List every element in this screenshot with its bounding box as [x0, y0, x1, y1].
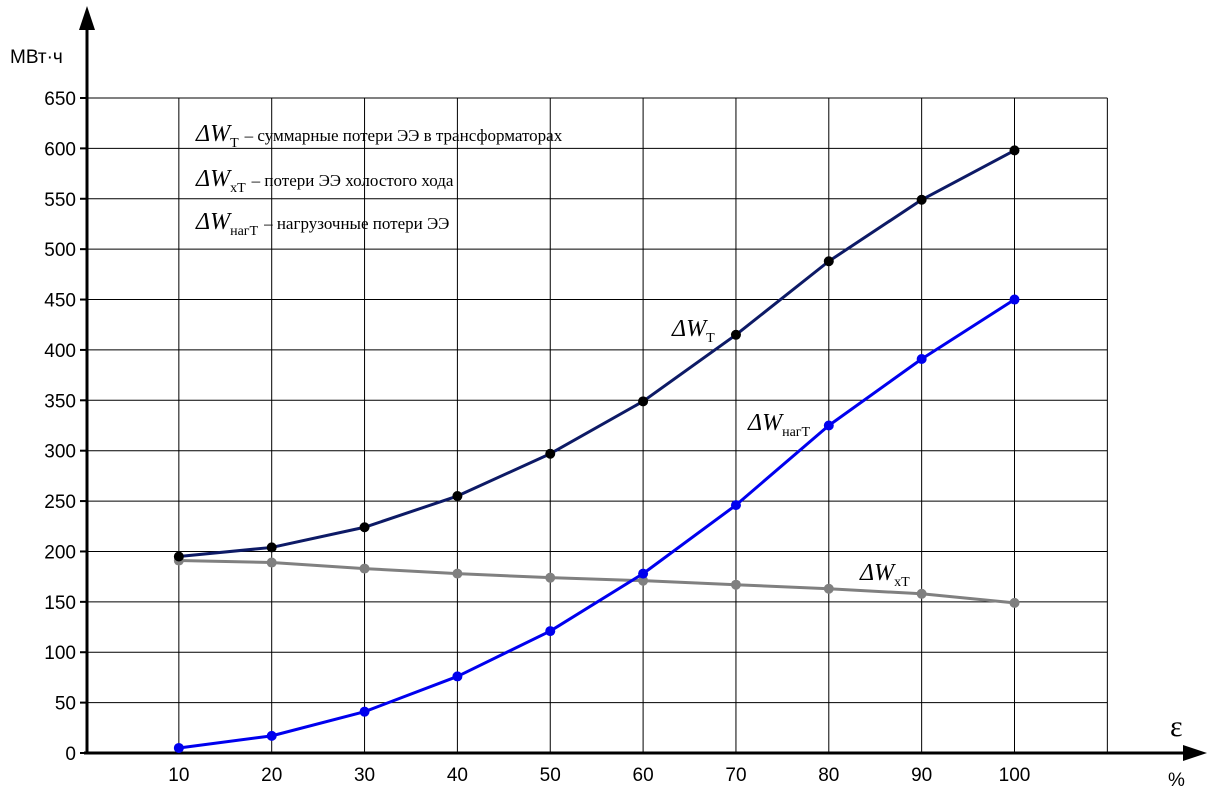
- label-load-losses-subscript: нагТ: [782, 425, 810, 440]
- y-tick-label: 250: [44, 492, 76, 513]
- x-tick-label: 60: [633, 765, 654, 786]
- label-no-load-losses: ΔWхТ: [859, 560, 910, 590]
- data-point: [545, 626, 556, 637]
- label-load-losses: ΔWнагТ: [747, 410, 811, 440]
- legend-symbol-symbol: ΔW: [195, 121, 232, 147]
- x-tick-label: 40: [447, 765, 468, 786]
- x-tick-label: 100: [999, 765, 1031, 786]
- legend-symbol-subscript: хТ: [230, 181, 246, 196]
- label-total-losses: ΔWТ: [671, 316, 715, 346]
- x-axis-label: ε: [1170, 710, 1183, 743]
- data-point: [730, 329, 741, 340]
- y-axis-arrow: [79, 6, 95, 30]
- x-tick-label: 20: [261, 765, 282, 786]
- y-tick-label: 400: [44, 341, 76, 362]
- data-point: [173, 742, 184, 753]
- legend-symbol-symbol: ΔW: [195, 166, 232, 192]
- y-tick-label: 0: [65, 744, 76, 765]
- data-point: [359, 563, 370, 574]
- data-point: [823, 583, 834, 594]
- series-line: [178, 298, 1016, 750]
- y-tick-label: 200: [44, 542, 76, 563]
- data-point: [266, 542, 277, 553]
- data-point: [823, 420, 834, 431]
- y-tick-label: 600: [44, 139, 76, 160]
- legend: ΔWТ – суммарные потери ЭЭ в трансформатор…: [195, 121, 563, 239]
- data-point: [359, 706, 370, 717]
- x-tick-label: 90: [911, 765, 932, 786]
- data-point: [638, 568, 649, 579]
- x-tick-labels: 10 20 30 40 50 60 70 80 90 100: [168, 765, 1030, 786]
- data-point: [916, 353, 927, 364]
- legend-symbol: ΔWТ – суммарные потери ЭЭ в трансформатор…: [195, 121, 563, 151]
- legend-text: – нагрузочные потери ЭЭ: [263, 214, 449, 233]
- label-no-load-losses-symbol: ΔW: [859, 560, 896, 586]
- legend-text: – суммарные потери ЭЭ в трансформаторах: [244, 126, 563, 145]
- data-point: [452, 671, 463, 682]
- series-load-losses: [173, 294, 1020, 753]
- data-point: [730, 579, 741, 590]
- legend-symbol: ΔWнагТ – нагрузочные потери ЭЭ: [195, 209, 449, 239]
- x-tick-label: 70: [725, 765, 746, 786]
- y-tick-label: 550: [44, 190, 76, 211]
- label-load-losses-symbol: ΔW: [747, 410, 784, 436]
- y-tick-label: 50: [55, 694, 76, 715]
- x-axis-unit: %: [1168, 770, 1185, 791]
- y-tick-label: 500: [44, 240, 76, 261]
- data-point: [452, 491, 463, 502]
- x-tick-label: 50: [540, 765, 561, 786]
- data-point: [916, 588, 927, 599]
- y-tick-labels: 0 50 100 150 200 250 300 350 400 450 500 550 600 650: [44, 89, 87, 765]
- data-point: [1009, 145, 1020, 156]
- data-point: [545, 572, 556, 583]
- axes: МВт·ч ε %: [10, 6, 1207, 791]
- data-point: [916, 194, 927, 205]
- legend-symbol-subscript: нагТ: [230, 224, 258, 239]
- label-total-losses-symbol: ΔW: [671, 316, 708, 342]
- data-point: [638, 396, 649, 407]
- data-point: [266, 557, 277, 568]
- y-tick-label: 150: [44, 593, 76, 614]
- y-tick-label: 350: [44, 391, 76, 412]
- data-point: [545, 448, 556, 459]
- y-tick-label: 300: [44, 442, 76, 463]
- x-tick-label: 10: [168, 765, 189, 786]
- series-line: [178, 559, 1015, 605]
- y-tick-label: 650: [44, 89, 76, 110]
- data-point: [638, 575, 649, 586]
- data-point: [823, 256, 834, 267]
- legend-text: – потери ЭЭ холостого хода: [251, 171, 454, 190]
- y-tick-label: 100: [44, 643, 76, 664]
- label-no-load-losses-subscript: хТ: [894, 575, 910, 590]
- data-point: [1009, 597, 1020, 608]
- x-axis-arrow: [1183, 745, 1207, 761]
- label-total-losses-subscript: Т: [706, 331, 715, 346]
- data-point: [730, 500, 741, 511]
- legend-item: ΔWнагТ – нагрузочные потери ЭЭ: [195, 209, 449, 239]
- legend-symbol-symbol: ΔW: [195, 209, 232, 235]
- data-point: [173, 551, 184, 562]
- x-tick-label: 80: [818, 765, 839, 786]
- y-axis-label: МВт·ч: [10, 47, 63, 68]
- legend-item: ΔWхТ – потери ЭЭ холостого хода: [195, 166, 454, 196]
- series-line: [178, 149, 1016, 558]
- y-tick-label: 450: [44, 291, 76, 312]
- grid: [86, 97, 1108, 753]
- data-point: [1009, 294, 1020, 305]
- data-point: [266, 730, 277, 741]
- legend-symbol: ΔWхТ – потери ЭЭ холостого хода: [195, 166, 454, 196]
- x-tick-label: 30: [354, 765, 375, 786]
- data-point: [452, 568, 463, 579]
- legend-item: ΔWТ – суммарные потери ЭЭ в трансформатор…: [195, 121, 563, 151]
- series-lines: [173, 145, 1020, 753]
- legend-symbol-subscript: Т: [230, 136, 239, 151]
- series-total-losses: [173, 145, 1020, 562]
- data-point: [359, 522, 370, 533]
